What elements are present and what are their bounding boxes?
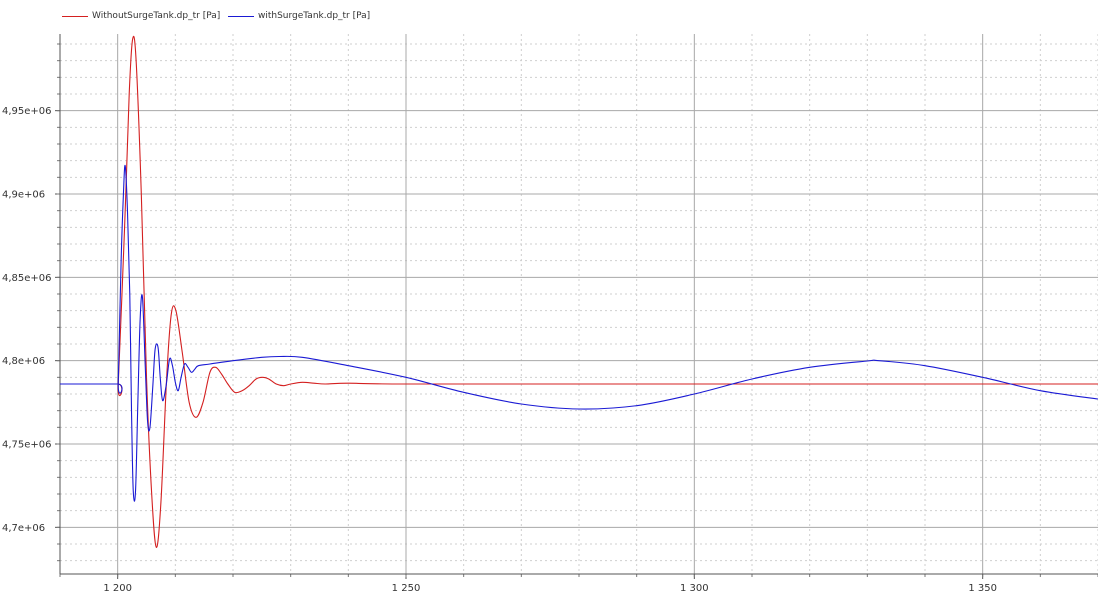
x-tick-label: 1 300 [680, 583, 709, 594]
tick-labels: 1 200 1 250 1 300 1 350 4,7e+06 4,75e+06 4,8e+… [2, 106, 997, 594]
legend-swatch-with-surge-tank [228, 15, 254, 17]
x-tick-label: 1 200 [103, 583, 132, 594]
legend-label-with-surge-tank: withSurgeTank.dp_tr [Pa] [258, 11, 371, 21]
legend-item-with-surge-tank[interactable]: withSurgeTank.dp_tr [Pa] [228, 9, 370, 23]
series-line-without-surge-tank [59, 35, 1098, 548]
axes [55, 34, 1098, 579]
grid-minor [59, 34, 1098, 574]
legend: WithoutSurgeTank.dp_tr [Pa] withSurgeTan… [0, 0, 1098, 28]
y-tick-label: 4,75e+06 [2, 440, 52, 451]
x-tick-label: 1 250 [392, 583, 421, 594]
series-group [59, 35, 1098, 548]
legend-swatch-without-surge-tank [62, 15, 88, 17]
x-tick-label: 1 350 [968, 583, 997, 594]
legend-label-without-surge-tank: WithoutSurgeTank.dp_tr [Pa] [92, 11, 221, 21]
y-tick-label: 4,8e+06 [2, 356, 45, 367]
legend-item-without-surge-tank[interactable]: WithoutSurgeTank.dp_tr [Pa] [62, 9, 220, 23]
series-line-with-surge-tank [59, 164, 1098, 502]
y-tick-label: 4,95e+06 [2, 106, 52, 117]
y-tick-label: 4,7e+06 [2, 523, 45, 534]
y-tick-label: 4,9e+06 [2, 190, 45, 201]
y-tick-label: 4,85e+06 [2, 273, 52, 284]
